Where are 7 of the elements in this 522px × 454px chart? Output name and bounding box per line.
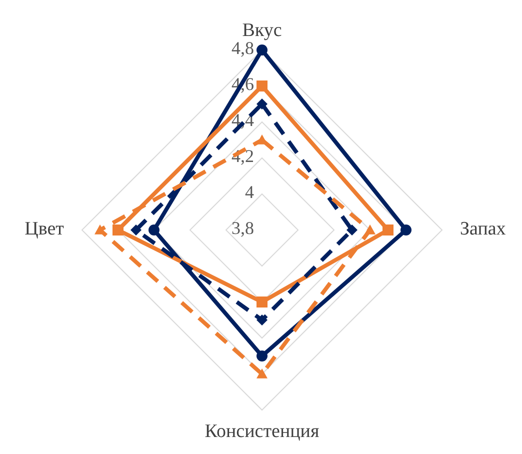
spoke-label: Запах [460,218,506,240]
y-tick-label: 4,8 [232,38,254,58]
spoke-label: Консистенция [204,420,320,442]
y-tick-label: 4 [245,182,254,202]
spoke-label: Цвет [24,218,65,240]
y-tick-label: 3,8 [232,218,254,238]
spoke-label: Вкус [242,20,282,41]
